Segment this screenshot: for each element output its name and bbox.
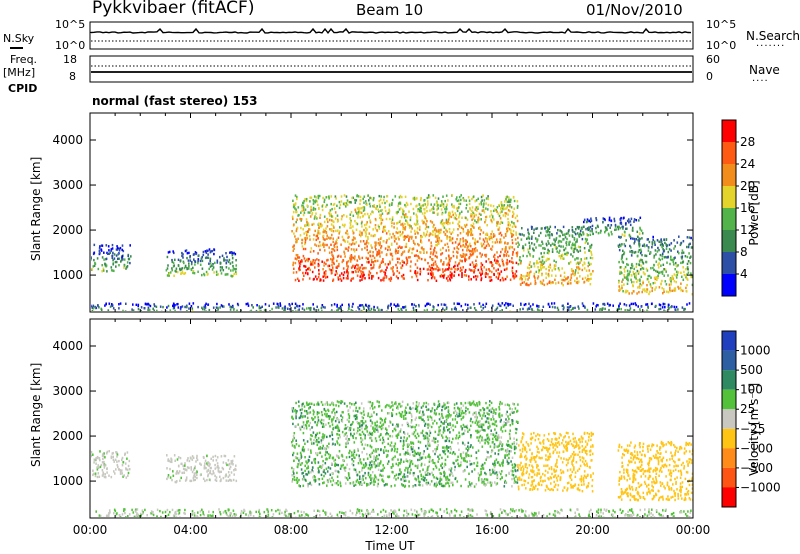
power-colorbar-tick-label: 24	[740, 157, 755, 171]
y-tick-label: 1000	[52, 268, 83, 282]
velocity-colorbar-tick-label: −500	[740, 461, 773, 475]
velocity-colorbar-swatch	[722, 448, 736, 468]
velocity-colorbar-swatch	[722, 428, 736, 449]
velocity-colorbar-swatch	[722, 487, 736, 507]
site-title: Pykkvibaer (fitACF)	[92, 0, 255, 18]
velocity-colorbar-tick-label: 25	[740, 402, 755, 416]
nave-axis-top: 60	[706, 53, 720, 66]
velocity-colorbar-swatch	[722, 331, 736, 351]
freq-unit-label: [MHz]	[3, 66, 36, 79]
nave-dotted-sample: ....	[752, 73, 769, 84]
power-colorbar-swatch	[722, 274, 736, 296]
noise-axis-top-right: 10^5	[706, 18, 737, 31]
nave-label: Nave	[749, 63, 780, 77]
velocity-colorbar-tick-label: −25	[740, 422, 765, 436]
power-panel-frame	[89, 112, 694, 313]
y-tick-label: 4000	[52, 339, 83, 353]
power-colorbar-tick-label: 20	[740, 179, 755, 193]
power-colorbar-tick-label: 28	[740, 135, 755, 149]
velocity-echo-region	[95, 508, 692, 517]
velocity-colorbar-tick-label: −1000	[740, 480, 781, 494]
power-echo-region	[617, 235, 693, 296]
power-echo-region	[91, 243, 132, 273]
power-colorbar-tick-label: 4	[740, 267, 748, 281]
x-tick-label: 08:00	[274, 523, 309, 537]
noise-panel-frame	[89, 21, 694, 50]
y-tick-label: 4000	[52, 133, 83, 147]
velocity-colorbar-tick-label: 1000	[740, 344, 771, 358]
freq-label: Freq.	[10, 53, 38, 66]
nave-axis-bottom: 0	[706, 70, 713, 83]
velocity-colorbar-tick-label: 100	[740, 383, 763, 397]
power-colorbar-swatch	[722, 164, 736, 186]
velocity-colorbar-tick-label: −100	[740, 441, 773, 455]
cpid-text: normal (fast stereo) 153	[92, 94, 258, 108]
velocity-colorbar-swatch	[722, 350, 736, 371]
power-colorbar-swatch	[722, 120, 736, 142]
x-tick-label: 16:00	[475, 523, 510, 537]
power-echo-region	[580, 216, 644, 237]
y-tick-label: 1000	[52, 474, 83, 488]
power-echo-region	[91, 302, 691, 311]
velocity-echo-region	[291, 400, 519, 488]
date-label: 01/Nov/2010	[586, 1, 683, 19]
velocity-panel-frame	[89, 318, 694, 519]
velocity-colorbar-frame	[721, 330, 737, 508]
power-echo-region	[165, 248, 238, 278]
time-xlabel: Time UT	[365, 539, 415, 553]
power-echo-region	[517, 225, 594, 287]
power-colorbar-tick-label: 8	[740, 245, 748, 259]
freq-panel-frame	[89, 55, 694, 83]
freq-axis-bottom: 8	[69, 70, 76, 83]
y-tick-label: 2000	[52, 223, 83, 237]
noise-axis-top-left: 10^5	[55, 18, 86, 31]
power-colorbar-tick-label: 16	[740, 201, 755, 215]
velocity-echo-region	[617, 440, 693, 502]
velocity-echo-region	[166, 454, 238, 484]
y-tick-label: 2000	[52, 429, 83, 443]
beam-label: Beam 10	[356, 1, 424, 19]
power-echo-region	[291, 194, 519, 282]
nsearch-dotted-sample: .......	[756, 38, 786, 49]
power-colorbar-swatch	[722, 208, 736, 230]
nsky-trace	[90, 27, 692, 35]
velocity-echo-region	[91, 450, 131, 479]
nsky-label: N.Sky	[3, 32, 35, 45]
power-colorbar-swatch	[722, 142, 736, 164]
velocity-colorbar-swatch	[722, 467, 736, 488]
velocity-colorbar-swatch	[722, 409, 736, 429]
x-tick-label: 04:00	[173, 523, 208, 537]
power-colorbar-swatch	[722, 186, 736, 208]
x-tick-label: 00:00	[73, 523, 108, 537]
velocity-colorbar-swatch	[722, 370, 736, 390]
freq-axis-top: 18	[63, 53, 77, 66]
power-colorbar-swatch	[722, 230, 736, 252]
power-colorbar-swatch	[722, 252, 736, 274]
velocity-colorbar-tick-label: 500	[740, 363, 763, 377]
cpid-label: CPID	[8, 82, 38, 95]
nsearch-label: N.Search	[746, 29, 800, 43]
x-tick-label: 00:00	[676, 523, 711, 537]
velocity-echo-region	[517, 431, 594, 493]
y-tick-label: 3000	[52, 178, 83, 192]
power-colorbar-tick-label: 12	[740, 223, 755, 237]
x-tick-label: 20:00	[575, 523, 610, 537]
x-tick-label: 12:00	[374, 523, 409, 537]
noise-axis-bottom-left: 10^0	[55, 39, 86, 52]
noise-axis-bottom-right: 10^0	[706, 39, 737, 52]
velocity-colorbar-swatch	[722, 389, 736, 410]
nsky-line-sample	[10, 47, 23, 49]
y-tick-label: 3000	[52, 384, 83, 398]
